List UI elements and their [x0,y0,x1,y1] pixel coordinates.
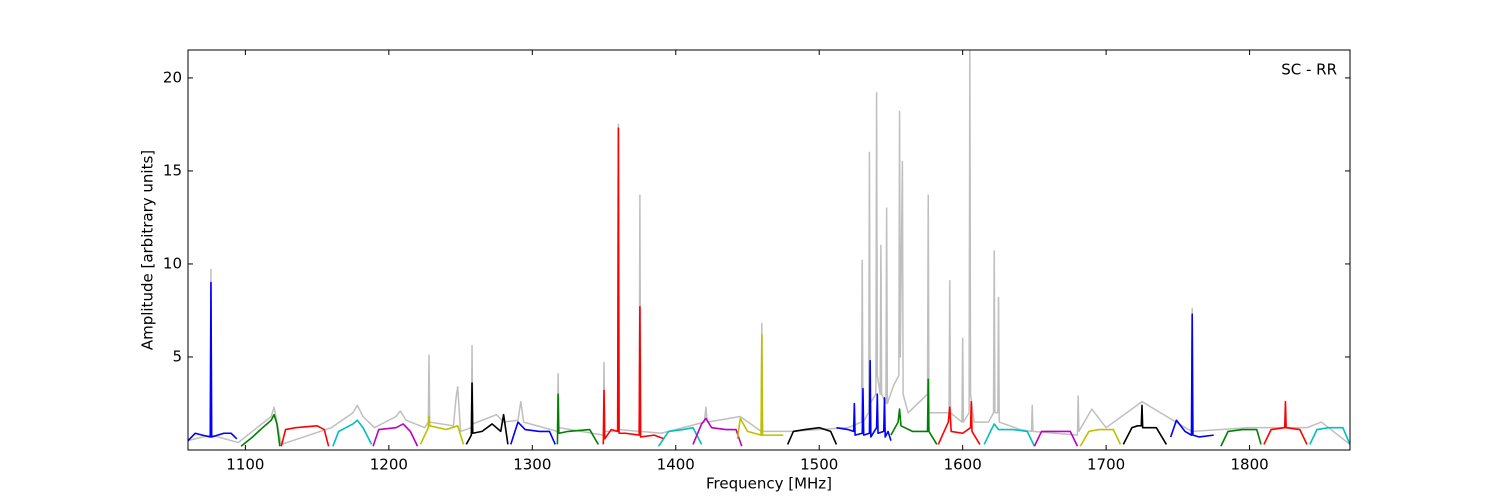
x-tick-label: 1400 [657,456,695,474]
spectrum-segment [736,333,784,439]
spectrum-segment [1122,404,1168,445]
spectrum-segment [1033,430,1079,447]
spectrum-segment [937,400,981,445]
spectrum-segment [280,425,330,447]
spectrum-segment [692,417,743,447]
spectrum-segment [1079,428,1122,447]
y-tick-label: 10 [163,254,182,272]
x-tick-label: 1200 [370,456,408,474]
spectrum-segment [510,421,556,445]
x-tick-label: 1100 [226,456,264,474]
x-tick-label: 1700 [1087,456,1125,474]
spectrum-segment [465,382,509,445]
x-axis-label: Frequency [MHz] [706,475,832,493]
spectrum-segment [1263,400,1308,445]
spectrum-segment [556,393,599,445]
y-axis-label: Amplitude [arbitrary units] [139,150,157,350]
spectrum-segment [419,415,465,445]
spectrum-segment [983,423,1036,447]
spectrum-segment [1220,428,1262,447]
spectrum-segment [188,281,238,442]
x-tick-label: 1300 [513,456,551,474]
spectrum-segment [786,426,838,445]
x-tick-label: 1500 [800,456,838,474]
y-tick-label: 5 [172,347,182,365]
spectrum-segment [890,378,938,445]
axes-frame [187,49,1351,451]
background-spectrum [188,50,1350,446]
spectrum-segment [1169,313,1214,438]
y-tick-label: 15 [163,161,182,179]
spectrum-segment [602,127,665,445]
spectrum-segment [240,413,281,447]
x-tick-label: 1600 [944,456,982,474]
plot-lines [188,50,1350,447]
spectrum-segment [1309,426,1350,445]
spectrum-segment [657,426,703,447]
spectrum-segment [372,423,419,447]
spectrum-segment [836,359,892,441]
y-tick-label: 20 [163,68,182,86]
spectrum-segment [332,419,373,447]
x-tick-label: 1800 [1230,456,1268,474]
annotation: SC - RR [1281,61,1337,79]
